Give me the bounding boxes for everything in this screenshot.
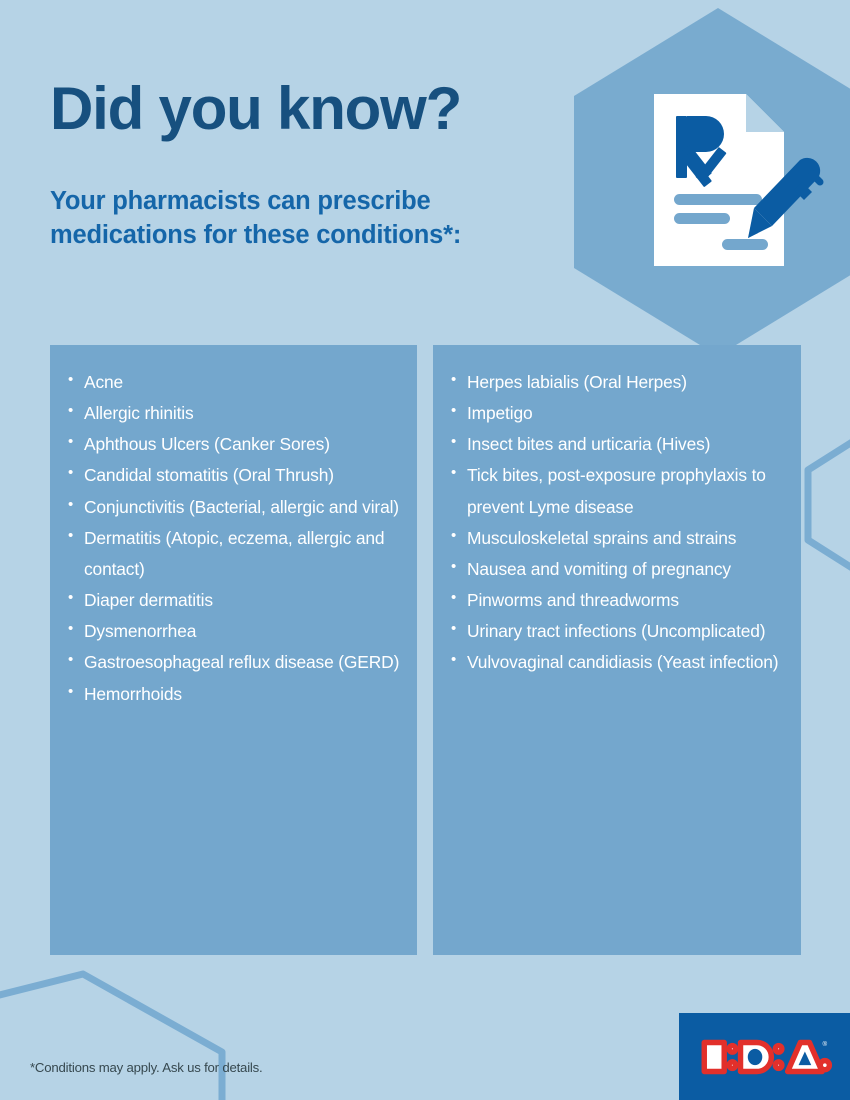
rx-folded-corner	[746, 94, 784, 132]
list-item: Impetigo	[451, 398, 785, 429]
list-item: Allergic rhinitis	[68, 398, 401, 429]
pen-icon	[748, 157, 824, 238]
list-item: Musculoskeletal sprains and strains	[451, 523, 785, 554]
list-item: Insect bites and urticaria (Hives)	[451, 429, 785, 460]
hexagon-outline-right	[804, 439, 850, 571]
logo-a-counter	[798, 1051, 811, 1065]
poster-header: Did you know? Your pharmacists can presc…	[50, 78, 610, 253]
conditions-list-left: AcneAllergic rhinitisAphthous Ulcers (Ca…	[68, 367, 401, 710]
prescription-document-with-pen-icon	[654, 94, 824, 266]
logo-d-counter	[747, 1048, 762, 1065]
hexagon-outline-bottom-left	[0, 970, 226, 1100]
list-item: Urinary tract infections (Uncomplicated)	[451, 616, 785, 647]
list-item: Dysmenorrhea	[68, 616, 401, 647]
page-subtitle: Your pharmacists can prescribe medicatio…	[50, 187, 462, 250]
list-item: Hemorrhoids	[68, 679, 401, 710]
list-item: Tick bites, post-exposure prophylaxis to…	[451, 460, 785, 522]
conditions-list-right: Herpes labialis (Oral Herpes)ImpetigoIns…	[451, 367, 785, 679]
rx-rule-line-2	[674, 213, 730, 224]
list-item: Aphthous Ulcers (Canker Sores)	[68, 429, 401, 460]
ida-logo-icon: ®	[701, 1039, 832, 1074]
list-item: Gastroesophageal reflux disease (GERD)	[68, 647, 401, 678]
list-item: Nausea and vomiting of pregnancy	[451, 554, 785, 585]
logo-trademark: ®	[822, 1040, 827, 1048]
rx-symbol	[676, 116, 727, 187]
list-item: Vulvovaginal candidiasis (Yeast infectio…	[451, 647, 785, 678]
list-item: Dermatitis (Atopic, eczema, allergic and…	[68, 523, 401, 585]
list-item: Candidal stomatitis (Oral Thrush)	[68, 460, 401, 491]
page-title: Did you know?	[50, 75, 462, 142]
conditions-panel-left: AcneAllergic rhinitisAphthous Ulcers (Ca…	[50, 345, 417, 955]
list-item: Conjunctivitis (Bacterial, allergic and …	[68, 492, 401, 523]
list-item: Herpes labialis (Oral Herpes)	[451, 367, 785, 398]
conditions-panel-right: Herpes labialis (Oral Herpes)ImpetigoIns…	[433, 345, 801, 955]
list-item: Pinworms and threadworms	[451, 585, 785, 616]
footnote-text: *Conditions may apply. Ask us for detail…	[30, 1060, 263, 1075]
rx-rule-line-1	[674, 194, 762, 205]
ida-logo: ® I·D·A	[679, 1013, 850, 1100]
list-item: Acne	[68, 367, 401, 398]
rx-signature-line	[722, 239, 768, 250]
list-item: Diaper dermatitis	[68, 585, 401, 616]
rx-badge	[588, 4, 850, 334]
conditions-panels: AcneAllergic rhinitisAphthous Ulcers (Ca…	[50, 345, 801, 955]
